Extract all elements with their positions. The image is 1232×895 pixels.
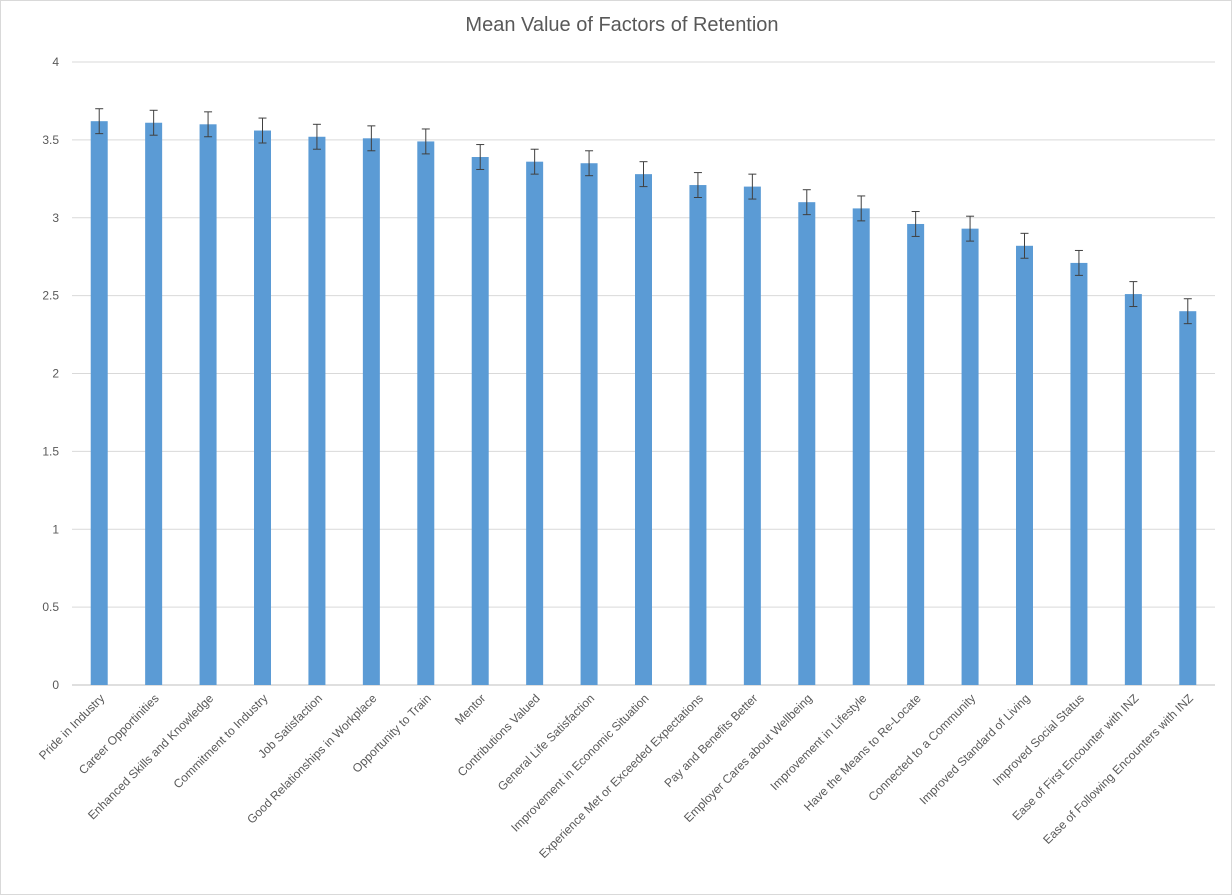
y-tick-label: 0.5 (42, 600, 59, 614)
bar (580, 163, 598, 686)
error-bar (802, 189, 811, 216)
x-tick-label: Improved Standard of Living (917, 691, 1033, 807)
bar (471, 157, 489, 685)
bar (743, 186, 761, 685)
y-tick-label: 1 (52, 522, 59, 536)
error-bar (421, 128, 430, 155)
bar (417, 141, 435, 685)
error-bar (95, 108, 104, 135)
bar (362, 138, 380, 685)
bar (961, 228, 979, 685)
error-bar (476, 144, 485, 170)
bar (907, 223, 925, 686)
bar (1070, 262, 1088, 685)
error-bar (1129, 281, 1138, 308)
bar (145, 122, 163, 686)
error-bar (966, 215, 975, 242)
x-tick-label: Pay and Benefits Better (661, 691, 760, 790)
error-bar (312, 123, 321, 150)
y-tick-label: 4 (52, 55, 59, 69)
error-bars (95, 108, 1192, 325)
bar (635, 174, 652, 685)
y-tick-label: 2 (52, 367, 59, 381)
x-tick-label: Commitment to Industry (171, 691, 271, 791)
x-tick-label: Improved Social Status (990, 691, 1087, 788)
y-tick-label: 1.5 (42, 444, 59, 458)
error-bar (1020, 232, 1029, 259)
chart-title: Mean Value of Factors of Retention (465, 14, 779, 36)
y-tick-label: 0 (52, 678, 59, 692)
y-tick-label: 3 (52, 211, 59, 225)
bar (1124, 294, 1142, 685)
error-bar (639, 161, 648, 188)
x-tick-label: Improvement in Lifestyle (767, 691, 869, 793)
bar (689, 185, 707, 686)
bar (526, 161, 544, 685)
x-tick-label: Connected to a Community (865, 691, 978, 804)
error-bar (911, 211, 920, 237)
error-bar (258, 117, 267, 144)
bar (199, 124, 217, 686)
bar (852, 208, 870, 685)
error-bar (530, 148, 539, 175)
x-tick-label: General Life Satisfaction (495, 691, 597, 793)
bar (1179, 311, 1197, 685)
error-bar (1183, 298, 1192, 325)
error-bar (1074, 249, 1083, 276)
error-bar (149, 109, 158, 136)
bar (308, 136, 326, 685)
bar (1016, 245, 1033, 685)
error-bar (693, 172, 702, 199)
error-bar (585, 150, 594, 177)
x-tick-label: Have the Means to Re-Locate (801, 691, 924, 814)
y-tick-labels: 0 0.5 1 1.5 2 2.5 3 3.5 4 (42, 55, 59, 692)
error-bar (748, 173, 757, 200)
y-tick-label: 2.5 (42, 289, 59, 303)
error-bar (204, 111, 213, 138)
bar (798, 202, 816, 686)
bar (90, 121, 108, 685)
bars (90, 121, 1197, 686)
y-tick-label: 3.5 (42, 133, 59, 147)
error-bar (367, 125, 376, 152)
error-bar (857, 195, 866, 222)
x-tick-label: Mentor (452, 691, 488, 727)
bar (254, 130, 271, 685)
